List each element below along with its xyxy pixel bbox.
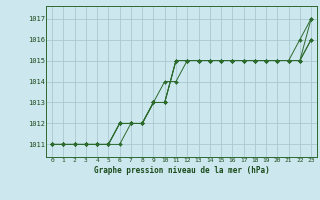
X-axis label: Graphe pression niveau de la mer (hPa): Graphe pression niveau de la mer (hPa) bbox=[94, 166, 269, 175]
